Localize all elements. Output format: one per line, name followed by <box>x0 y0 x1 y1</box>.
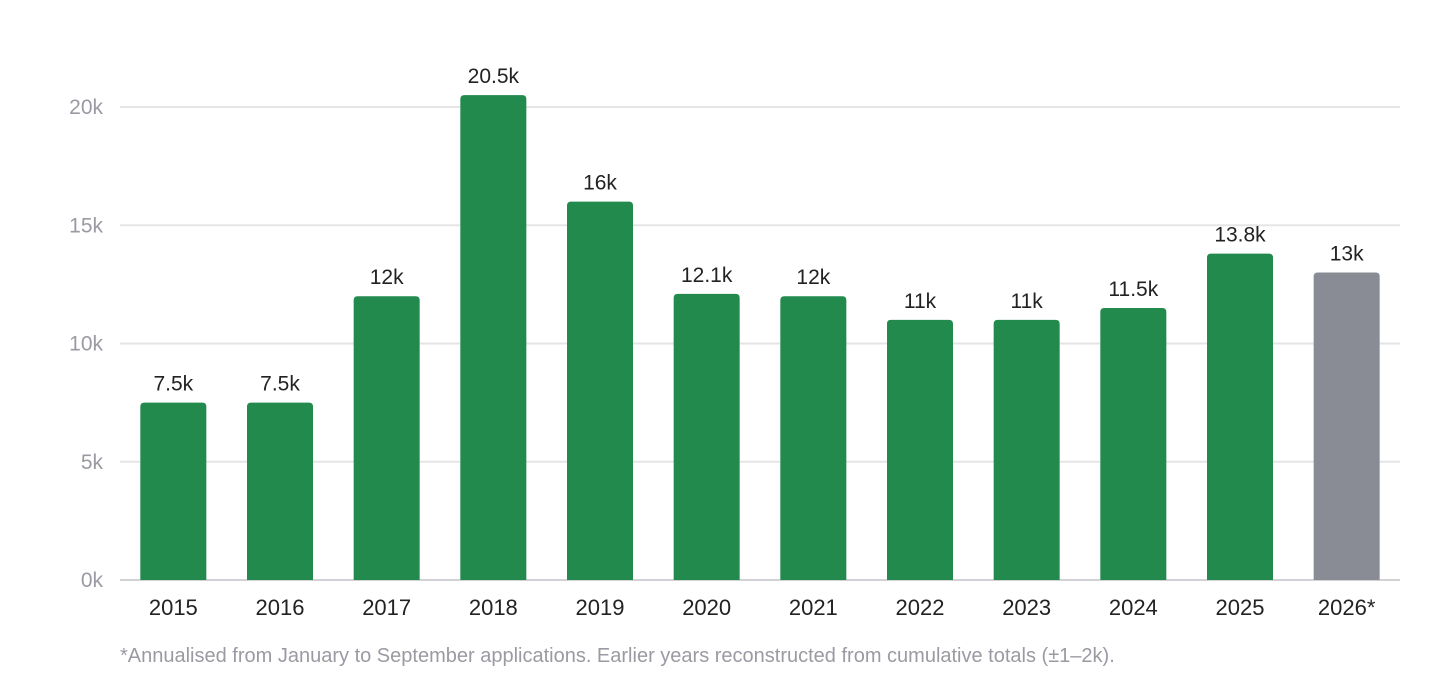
bars <box>140 95 1380 581</box>
data-label: 12k <box>796 266 830 289</box>
data-label: 13.8k <box>1214 224 1266 247</box>
x-tick-label: 2025 <box>1216 595 1265 620</box>
x-tick-label: 2021 <box>789 595 838 620</box>
y-tick-label: 15k <box>69 214 103 237</box>
bar-2024 <box>1100 308 1167 580</box>
x-tick-label: 2022 <box>896 595 945 620</box>
y-axis-ticks: 0k 5k 10k 15k 20k <box>69 96 103 592</box>
y-tick-label: 10k <box>69 333 103 356</box>
y-tick-label: 0k <box>81 569 104 592</box>
bar-2020 <box>673 293 740 580</box>
data-label: 7.5k <box>153 373 193 396</box>
bar-2023 <box>993 319 1060 580</box>
y-tick-label: 5k <box>81 451 104 474</box>
data-label: 11k <box>904 290 937 313</box>
data-label: 11k <box>1011 290 1044 313</box>
data-label: 11.5k <box>1108 278 1158 301</box>
data-label: 16k <box>583 172 617 195</box>
x-tick-label: 2024 <box>1109 595 1158 620</box>
data-label: 12k <box>370 266 404 289</box>
x-tick-label: 2017 <box>362 595 411 620</box>
chart-footnote: *Annualised from January to September ap… <box>120 645 1115 667</box>
x-axis-ticks: 2015 2016 2017 2018 2019 2020 2021 2022 2023 2024… <box>149 595 1376 620</box>
bar-2022 <box>887 319 953 580</box>
data-label: 7.5k <box>260 373 300 396</box>
x-tick-label: 2023 <box>1002 595 1051 620</box>
x-tick-label: 2016 <box>256 595 305 620</box>
x-tick-label: 2015 <box>149 595 198 620</box>
bar-2015 <box>140 402 207 580</box>
y-tick-label: 20k <box>69 96 103 119</box>
gridlines <box>120 106 1400 581</box>
bar-2016 <box>247 402 313 580</box>
x-tick-label: 2019 <box>576 595 625 620</box>
data-label: 20.5k <box>468 65 520 88</box>
data-label: 13k <box>1330 243 1364 266</box>
bar-2025 <box>1207 253 1273 580</box>
data-labels: 7.5k 7.5k 12k 20.5k 16k 12.1k 12k 11k 11k 11.5k 13… <box>153 65 1364 395</box>
bar-2017 <box>353 296 420 580</box>
bar-2021 <box>780 296 847 580</box>
bar-2018 <box>460 95 527 581</box>
x-tick-label: 2018 <box>469 595 518 620</box>
x-tick-label: 2020 <box>682 595 731 620</box>
bar-2019 <box>567 201 633 580</box>
bar-2026-projected <box>1313 272 1380 580</box>
x-tick-label: 2026* <box>1318 595 1376 620</box>
data-label: 12.1k <box>681 264 733 287</box>
